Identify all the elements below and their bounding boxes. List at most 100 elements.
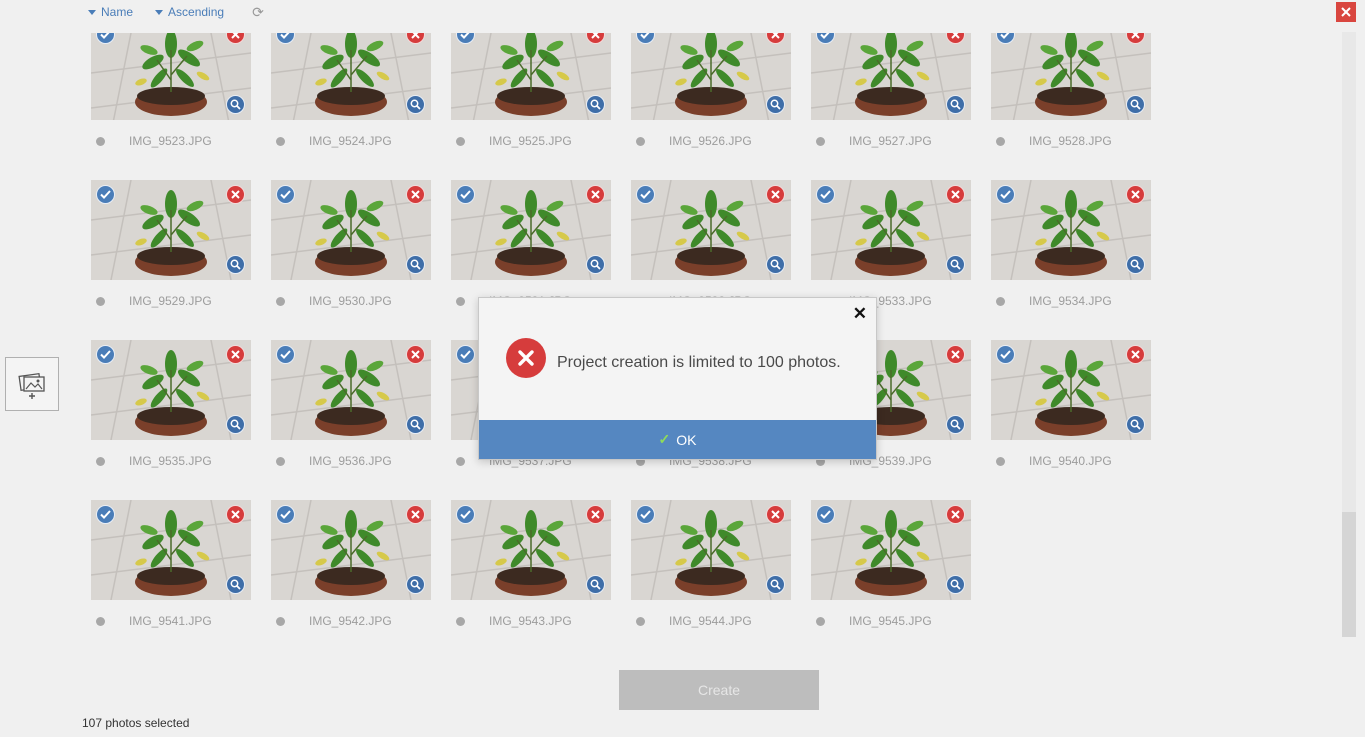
check-icon[interactable] <box>96 345 115 364</box>
remove-icon[interactable] <box>946 185 965 204</box>
add-photos-button[interactable] <box>5 357 59 411</box>
photo-thumbnail[interactable] <box>631 500 791 600</box>
status-dot[interactable] <box>636 136 645 146</box>
photo-thumbnail[interactable] <box>811 180 971 280</box>
check-icon[interactable] <box>276 505 295 524</box>
zoom-icon[interactable] <box>766 255 785 274</box>
remove-icon[interactable] <box>226 185 245 204</box>
zoom-icon[interactable] <box>406 415 425 434</box>
zoom-icon[interactable] <box>226 415 245 434</box>
zoom-icon[interactable] <box>586 575 605 594</box>
status-dot[interactable] <box>636 456 645 466</box>
remove-icon[interactable] <box>226 505 245 524</box>
photo-thumbnail[interactable] <box>631 180 791 280</box>
sort-field-dropdown[interactable]: Name <box>88 5 133 19</box>
remove-icon[interactable] <box>1126 345 1145 364</box>
zoom-icon[interactable] <box>946 255 965 274</box>
remove-icon[interactable] <box>766 505 785 524</box>
check-icon[interactable] <box>996 345 1015 364</box>
photo-thumbnail[interactable] <box>991 33 1151 120</box>
status-dot[interactable] <box>996 456 1005 466</box>
status-dot[interactable] <box>996 296 1005 306</box>
check-icon[interactable] <box>816 185 835 204</box>
photo-thumbnail[interactable] <box>271 33 431 120</box>
check-icon[interactable] <box>456 345 475 364</box>
remove-icon[interactable] <box>946 505 965 524</box>
remove-icon[interactable] <box>586 185 605 204</box>
photo-thumbnail[interactable] <box>91 180 251 280</box>
remove-icon[interactable] <box>946 345 965 364</box>
remove-icon[interactable] <box>406 345 425 364</box>
status-dot[interactable] <box>276 456 285 466</box>
zoom-icon[interactable] <box>766 95 785 114</box>
photo-thumbnail[interactable] <box>451 180 611 280</box>
zoom-icon[interactable] <box>946 95 965 114</box>
status-dot[interactable] <box>816 136 825 146</box>
status-dot[interactable] <box>276 616 285 626</box>
photo-thumbnail[interactable] <box>631 33 791 120</box>
zoom-icon[interactable] <box>406 575 425 594</box>
dialog-close-button[interactable]: ✕ <box>852 304 867 323</box>
photo-thumbnail[interactable] <box>451 500 611 600</box>
photo-thumbnail[interactable] <box>91 500 251 600</box>
status-dot[interactable] <box>456 616 465 626</box>
zoom-icon[interactable] <box>1126 415 1145 434</box>
status-dot[interactable] <box>456 136 465 146</box>
zoom-icon[interactable] <box>406 95 425 114</box>
status-dot[interactable] <box>276 136 285 146</box>
photo-thumbnail[interactable] <box>811 33 971 120</box>
check-icon[interactable] <box>276 345 295 364</box>
remove-icon[interactable] <box>1126 185 1145 204</box>
check-icon[interactable] <box>816 505 835 524</box>
status-dot[interactable] <box>816 616 825 626</box>
zoom-icon[interactable] <box>586 95 605 114</box>
zoom-icon[interactable] <box>406 255 425 274</box>
check-icon[interactable] <box>276 185 295 204</box>
zoom-icon[interactable] <box>946 575 965 594</box>
remove-icon[interactable] <box>766 185 785 204</box>
status-dot[interactable] <box>96 136 105 146</box>
status-dot[interactable] <box>276 296 285 306</box>
photo-thumbnail[interactable] <box>811 500 971 600</box>
create-button[interactable]: Create <box>619 670 819 710</box>
status-dot[interactable] <box>96 296 105 306</box>
refresh-icon[interactable]: ⟳ <box>252 3 264 20</box>
close-window-button[interactable] <box>1336 2 1356 22</box>
photo-thumbnail[interactable] <box>451 33 611 120</box>
check-icon[interactable] <box>636 185 655 204</box>
status-dot[interactable] <box>96 616 105 626</box>
photo-thumbnail[interactable] <box>91 340 251 440</box>
ok-button[interactable]: ✓ OK <box>479 420 876 459</box>
status-dot[interactable] <box>816 456 825 466</box>
status-dot[interactable] <box>996 136 1005 146</box>
zoom-icon[interactable] <box>1126 255 1145 274</box>
zoom-icon[interactable] <box>946 415 965 434</box>
check-icon[interactable] <box>96 185 115 204</box>
check-icon[interactable] <box>636 505 655 524</box>
remove-icon[interactable] <box>586 505 605 524</box>
scrollbar-track[interactable] <box>1342 32 1356 637</box>
check-icon[interactable] <box>96 505 115 524</box>
check-icon[interactable] <box>456 185 475 204</box>
photo-thumbnail[interactable] <box>271 500 431 600</box>
check-icon[interactable] <box>996 185 1015 204</box>
zoom-icon[interactable] <box>1126 95 1145 114</box>
sort-order-dropdown[interactable]: Ascending <box>155 5 224 19</box>
photo-thumbnail[interactable] <box>271 340 431 440</box>
photo-thumbnail[interactable] <box>991 340 1151 440</box>
check-icon[interactable] <box>456 505 475 524</box>
zoom-icon[interactable] <box>586 255 605 274</box>
zoom-icon[interactable] <box>226 575 245 594</box>
status-dot[interactable] <box>456 296 465 306</box>
zoom-icon[interactable] <box>226 255 245 274</box>
status-dot[interactable] <box>636 616 645 626</box>
remove-icon[interactable] <box>406 185 425 204</box>
scrollbar-thumb[interactable] <box>1342 512 1356 637</box>
photo-thumbnail[interactable] <box>271 180 431 280</box>
status-dot[interactable] <box>456 456 465 466</box>
zoom-icon[interactable] <box>226 95 245 114</box>
remove-icon[interactable] <box>406 505 425 524</box>
photo-thumbnail[interactable] <box>91 33 251 120</box>
remove-icon[interactable] <box>226 345 245 364</box>
zoom-icon[interactable] <box>766 575 785 594</box>
